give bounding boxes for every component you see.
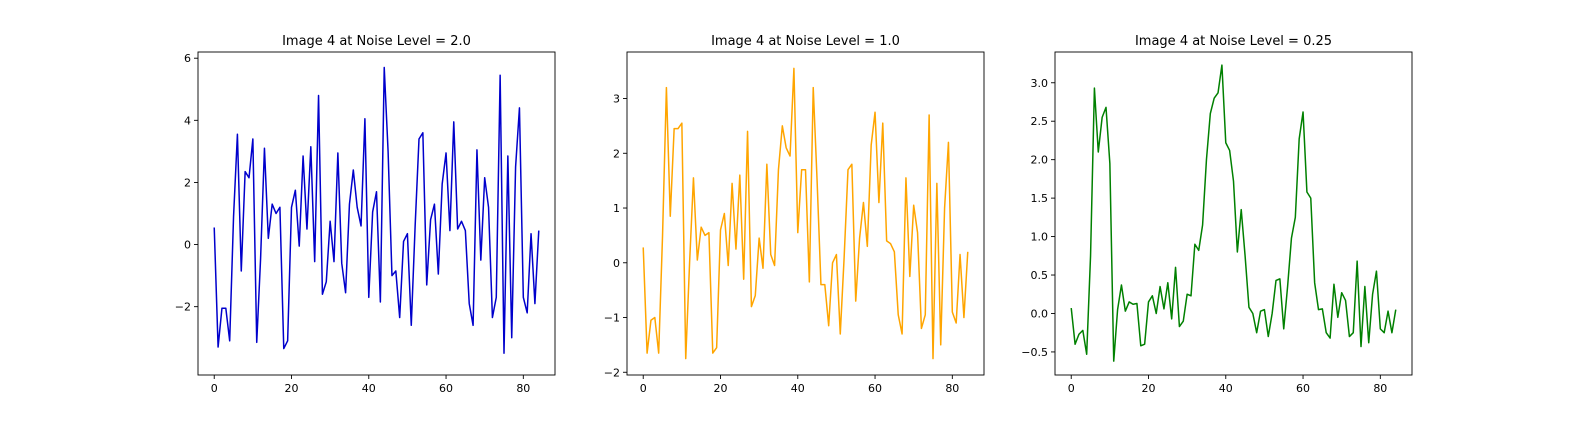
y-tick-label: 2 <box>184 176 191 189</box>
x-tick-label: 20 <box>285 382 299 395</box>
x-tick-label: 0 <box>640 382 647 395</box>
series-line-3-1 <box>1070 64 1397 362</box>
x-tick-label: 20 <box>714 382 728 395</box>
x-tick-label: 80 <box>1373 382 1387 395</box>
plot-frame <box>1054 51 1413 376</box>
x-tick-label: 20 <box>1142 382 1156 395</box>
series-line-2-1 <box>642 67 969 360</box>
y-tick-label: 2 <box>613 147 620 160</box>
chart-panel-1: 0 20 40 60 80 −2 0 2 4 6 Image 4 at Noise Level = … <box>175 34 556 395</box>
x-tick-label: 60 <box>439 382 453 395</box>
y-tick-label: 0.0 <box>1031 307 1049 320</box>
x-tick-label: 0 <box>1068 382 1075 395</box>
x-tick-label: 80 <box>945 382 959 395</box>
x-tick-label: 60 <box>1296 382 1310 395</box>
chart-title: Image 4 at Noise Level = 0.25 <box>1135 34 1332 49</box>
y-tick-label: 0 <box>184 239 191 252</box>
x-tick-label: 60 <box>868 382 882 395</box>
series-line-1-1 <box>213 66 540 355</box>
chart-panel-2: 0 20 40 60 80 −2 −1 0 1 2 3 Image 4 at Noise Level … <box>604 34 985 395</box>
y-tick-label: −2 <box>175 301 191 314</box>
y-tick-label: −0.5 <box>1021 346 1048 359</box>
plot-frame <box>626 51 985 376</box>
y-tick-label: 2.0 <box>1031 154 1049 167</box>
y-tick-label: 1.0 <box>1031 231 1049 244</box>
chart-panel-3: 0 20 40 60 80 −0.5 0.0 0.5 1.0 1.5 2.0 2.5 3.0 Image … <box>1021 34 1413 395</box>
x-tick-label: 40 <box>791 382 805 395</box>
chart-title: Image 4 at Noise Level = 2.0 <box>282 34 471 49</box>
y-tick-label: 4 <box>184 114 191 127</box>
y-tick-label: 3 <box>613 93 620 106</box>
y-tick-label: −2 <box>604 366 620 379</box>
y-tick-label: 0.5 <box>1031 269 1049 282</box>
x-tick-label: 40 <box>362 382 376 395</box>
x-tick-label: 80 <box>516 382 530 395</box>
x-tick-label: 40 <box>1219 382 1233 395</box>
chart-title: Image 4 at Noise Level = 1.0 <box>711 34 900 49</box>
y-tick-label: 3.0 <box>1031 77 1049 90</box>
y-tick-label: 2.5 <box>1031 115 1049 128</box>
plot-frame <box>197 51 556 376</box>
y-tick-label: 1.5 <box>1031 192 1049 205</box>
y-tick-label: −1 <box>604 312 620 325</box>
y-tick-label: 6 <box>184 52 191 65</box>
x-tick-label: 0 <box>211 382 218 395</box>
y-tick-label: 0 <box>613 257 620 270</box>
y-tick-label: 1 <box>613 202 620 215</box>
